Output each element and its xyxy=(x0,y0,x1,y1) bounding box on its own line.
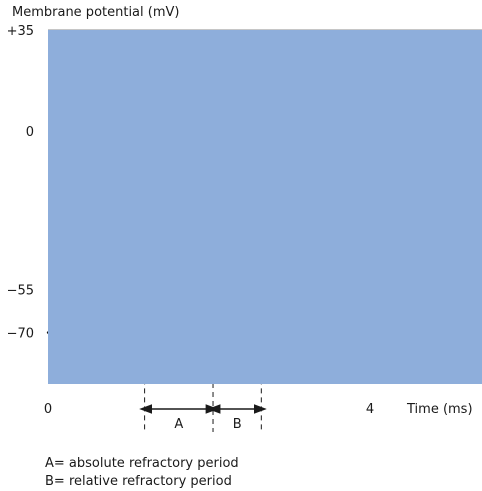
x-axis-label: Time (ms) xyxy=(406,402,473,417)
y-tick-label: −70 xyxy=(7,327,34,342)
refractory-label-a: A xyxy=(174,417,183,432)
legend-note: A= absolute refractory period xyxy=(45,456,239,471)
x-tick-label: 0 xyxy=(44,402,52,417)
x-tick-label: 4 xyxy=(366,402,374,417)
legend-notes: A= absolute refractory period B= relative… xyxy=(45,456,239,489)
y-tick-labels: +35 0 −55 −70 xyxy=(7,24,34,341)
legend-note: B= relative refractory period xyxy=(45,474,232,489)
y-tick-label: +35 xyxy=(7,24,34,39)
plot-background xyxy=(48,30,482,384)
y-tick-label: −55 xyxy=(7,283,34,298)
y-tick-label: 0 xyxy=(26,125,34,140)
refractory-label-b: B xyxy=(233,417,242,432)
y-axis-label: Membrane potential (mV) xyxy=(12,5,179,20)
